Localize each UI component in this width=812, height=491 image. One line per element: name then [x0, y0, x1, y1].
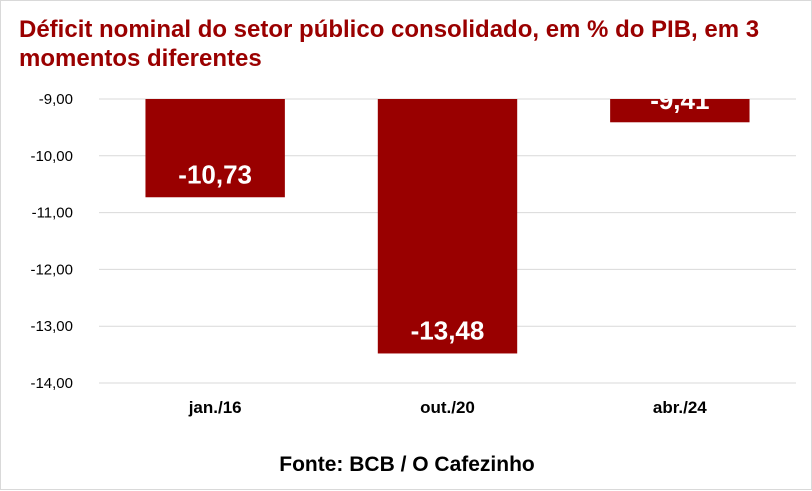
data-label: -13,48	[411, 315, 485, 345]
data-label: -9,41	[650, 85, 709, 115]
chart-title: Déficit nominal do setor público consoli…	[19, 16, 760, 72]
x-category-label: abr./24	[653, 398, 707, 417]
y-axis-ticks: -9,00 -10,00 -11,00 -12,00 -13,00 -14,00	[30, 91, 73, 392]
source-note: Fonte: BCB / O Cafezinho	[279, 453, 535, 476]
data-labels: -10,73 -13,48 -9,41	[178, 85, 709, 345]
y-tick-label: -12,00	[30, 261, 73, 278]
y-tick-label: -13,00	[30, 318, 73, 335]
bars	[145, 99, 750, 354]
y-tick-label: -14,00	[30, 375, 73, 392]
bar	[145, 99, 285, 198]
data-label: -10,73	[178, 159, 252, 189]
y-tick-label: -11,00	[32, 205, 73, 222]
bar	[377, 99, 518, 354]
y-tick-label: -10,00	[30, 148, 73, 165]
bar	[610, 99, 750, 123]
y-tick-label: -9,00	[39, 91, 73, 108]
x-axis-categories: jan./16 out./20 abr./24	[188, 398, 708, 417]
x-category-label: jan./16	[188, 398, 242, 417]
x-category-label: out./20	[420, 398, 475, 417]
